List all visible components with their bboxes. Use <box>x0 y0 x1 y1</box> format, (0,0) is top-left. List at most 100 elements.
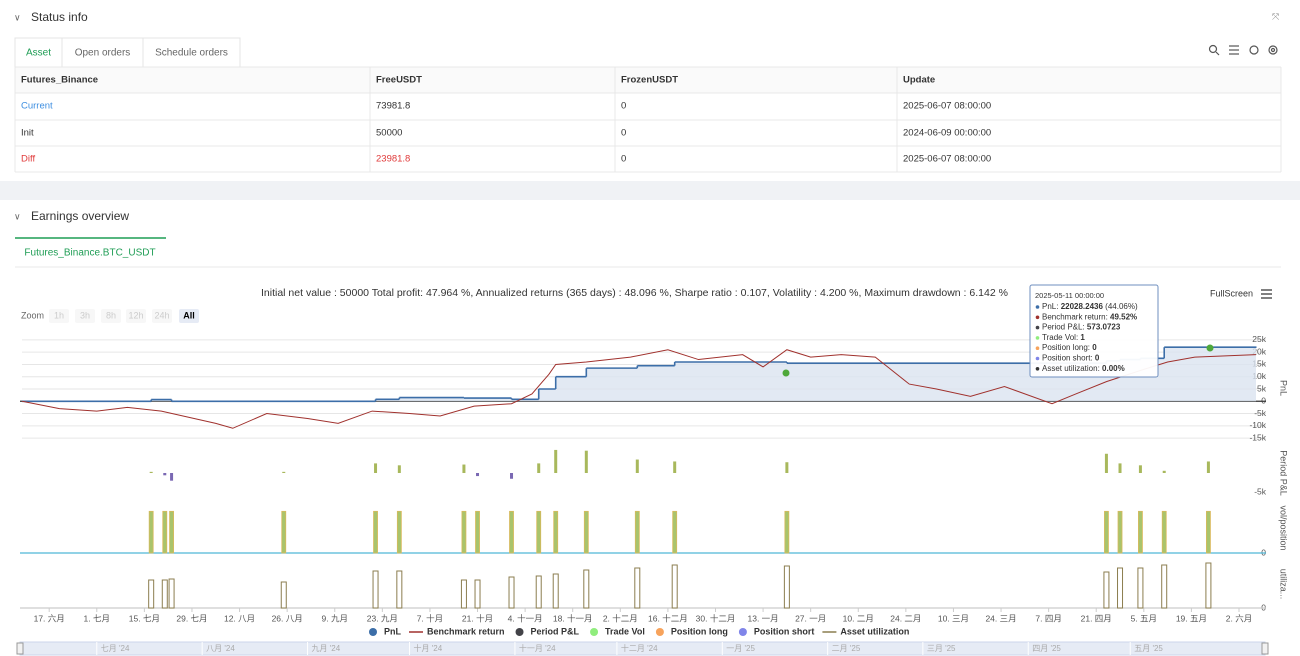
zoom-button[interactable] <box>179 309 199 323</box>
legend-label[interactable]: Trade Vol <box>605 626 645 636</box>
bar <box>1104 510 1109 554</box>
x-tick-label: 10. 三月 <box>938 613 969 623</box>
bar <box>1103 571 1110 609</box>
tab[interactable] <box>142 37 241 68</box>
zoom-button[interactable] <box>101 309 121 323</box>
x-tick-label: 4. 十一月 <box>508 613 543 623</box>
legend-label[interactable]: Period P&L <box>531 626 580 636</box>
zoom-button-label[interactable]: 12h <box>128 310 143 320</box>
tooltip: 2025-05-11 00:00:00 PnL: 22028.2436 (44.0… <box>1029 284 1159 378</box>
legend-label[interactable]: Position long <box>671 626 728 636</box>
tooltip-row: PnL: 22028.2436 (44.06%) <box>1042 302 1138 311</box>
bar <box>460 579 467 609</box>
bar <box>168 578 175 609</box>
tooltip-value: 1 <box>1080 333 1085 342</box>
bar <box>475 510 480 554</box>
zoom-button-label[interactable]: 8h <box>106 310 116 320</box>
settings-icon[interactable] <box>1270 47 1276 53</box>
tooltip-value: 0 <box>1092 343 1097 352</box>
bar <box>672 510 678 554</box>
navigator-handle[interactable] <box>1261 642 1269 655</box>
fullscreen-button[interactable]: FullScreen <box>1210 288 1253 298</box>
bar <box>1117 510 1123 554</box>
tab-label[interactable]: Open orders <box>75 48 131 59</box>
legend-symbol[interactable] <box>515 628 524 636</box>
bar <box>281 510 287 554</box>
navigator-label: 八月 '24 <box>206 644 235 653</box>
tab-label[interactable]: Schedule orders <box>155 48 228 59</box>
zoom-button[interactable] <box>126 309 146 323</box>
bar <box>1138 510 1143 554</box>
x-tick-label: 24. 三月 <box>985 613 1016 623</box>
tab[interactable] <box>14 37 63 68</box>
bar <box>373 510 378 554</box>
bar <box>372 570 379 609</box>
bar <box>554 449 558 473</box>
search-icon[interactable] <box>1215 51 1220 56</box>
zoom-button[interactable] <box>75 309 95 323</box>
tab-label[interactable]: Asset <box>26 48 51 59</box>
tab[interactable] <box>61 37 144 68</box>
tooltip-header: 2025-05-11 00:00:00 <box>1035 291 1104 300</box>
legend-label[interactable]: Benchmark return <box>427 626 505 636</box>
bar <box>535 575 542 609</box>
tooltip-value: 22028.2436 <box>1061 302 1104 311</box>
zoom-button[interactable] <box>49 309 69 323</box>
legend-symbol[interactable] <box>655 628 664 636</box>
x-tick-label: 27. 一月 <box>795 613 826 623</box>
bar <box>163 473 167 476</box>
navigator-label: 十一月 '24 <box>519 643 556 653</box>
bar <box>584 450 588 473</box>
tooltip-label: Trade Vol: <box>1042 333 1080 342</box>
cloud-icon[interactable] <box>1249 45 1259 55</box>
search-icon[interactable] <box>1208 44 1218 54</box>
table-cell: 2025-06-07 08:00:00 <box>903 101 991 112</box>
legend-symbol[interactable] <box>738 628 747 636</box>
x-tick-label: 16. 十二月 <box>648 613 688 623</box>
collapse-chevron[interactable]: ∨ <box>14 12 21 22</box>
bar <box>634 567 641 609</box>
y-tick-label: 25k <box>1252 334 1266 344</box>
pnl-area <box>22 347 1256 402</box>
trade-marker <box>782 369 790 377</box>
bar <box>1138 465 1142 473</box>
x-tick-label: 21. 四月 <box>1081 613 1112 623</box>
zoom-button[interactable] <box>152 309 172 323</box>
zoom-button-label[interactable]: 24h <box>154 310 169 320</box>
table-cell: 0 <box>621 128 626 139</box>
legend-label[interactable]: PnL <box>384 626 402 636</box>
navigator-label: 二月 '25 <box>832 644 861 653</box>
bar <box>785 462 789 473</box>
collapse-chevron[interactable]: ∨ <box>14 211 21 221</box>
legend-label[interactable]: Asset utilization <box>840 626 909 636</box>
bar <box>553 510 559 554</box>
zoom-button-label[interactable]: All <box>183 310 195 320</box>
tooltip-label: Period P&L: <box>1042 323 1087 332</box>
benchmark-line <box>21 349 1257 429</box>
zoom-button-label[interactable]: 1h <box>54 310 64 320</box>
zoom-button-label[interactable]: 3h <box>80 310 90 320</box>
navigator-handle[interactable] <box>16 642 24 655</box>
tooltip-box <box>1029 284 1159 378</box>
legend-symbol[interactable] <box>590 628 599 636</box>
tab[interactable] <box>15 238 166 267</box>
settings-icon[interactable] <box>1268 45 1278 55</box>
navigator-label: 四月 '25 <box>1032 644 1061 653</box>
legend-label[interactable]: Position short <box>754 626 815 636</box>
table-cell: Current <box>21 101 53 112</box>
table-cell: 0 <box>621 101 626 112</box>
x-tick-label: 26. 八月 <box>272 613 303 623</box>
expand-icon[interactable]: ⤧ <box>1272 11 1279 21</box>
y-tick-label: 0 <box>1261 396 1266 406</box>
tooltip-bullet <box>1035 305 1040 309</box>
navigator-label: 十二月 '24 <box>621 643 658 653</box>
x-tick-label: 9. 九月 <box>322 613 348 623</box>
y-tick-label: 15k <box>1252 359 1266 369</box>
legend-symbol[interactable] <box>369 628 377 636</box>
x-tick-label: 23. 九月 <box>367 613 398 623</box>
tooltip-label: Asset utilization: <box>1042 364 1102 373</box>
bar <box>1162 470 1166 473</box>
tab-label[interactable]: Futures_Binance.BTC_USDT <box>24 248 155 259</box>
bar <box>1206 510 1211 554</box>
